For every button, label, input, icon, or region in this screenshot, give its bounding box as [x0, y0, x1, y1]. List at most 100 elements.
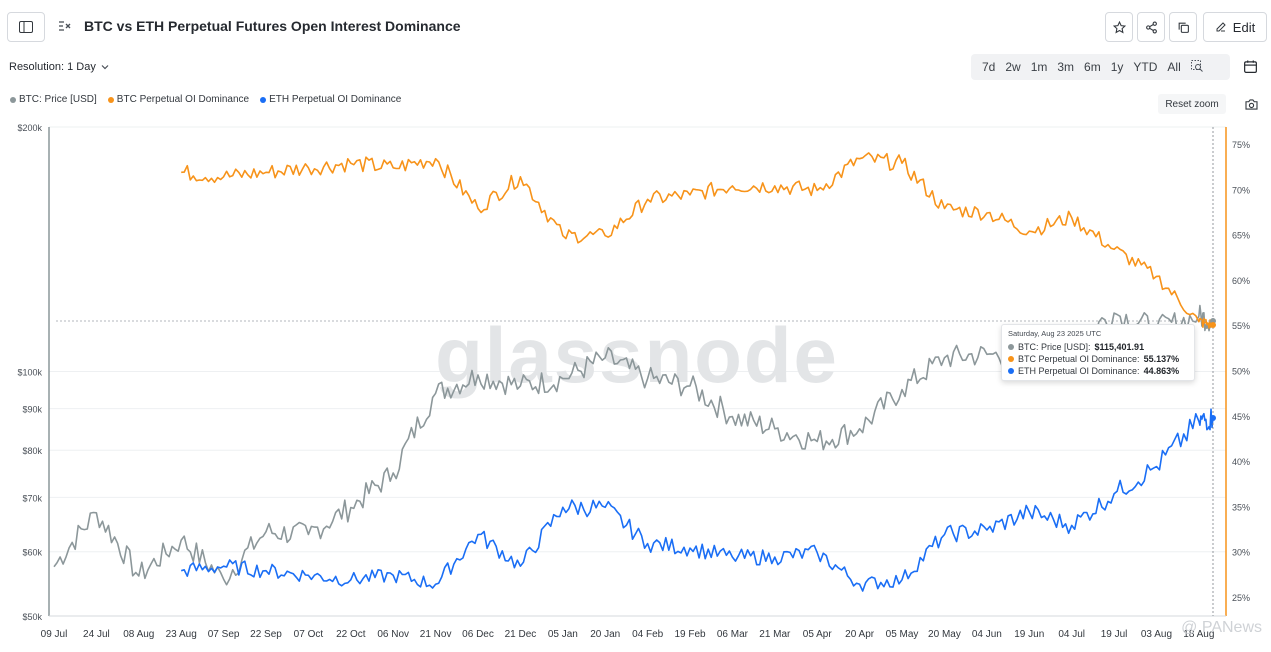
range-6m[interactable]: 6m	[1084, 60, 1101, 74]
x-axis-tick-label: 07 Sep	[208, 629, 240, 640]
legend-label: BTC Perpetual OI Dominance	[116, 94, 250, 105]
left-axis-tick-label: $90k	[22, 405, 42, 415]
right-axis-tick-label: 70%	[1232, 185, 1250, 195]
zoom-select-icon	[1190, 59, 1203, 72]
range-all[interactable]: All	[1167, 60, 1181, 74]
tooltip-value: 44.863%	[1143, 366, 1180, 376]
edit-button[interactable]: Edit	[1203, 12, 1267, 42]
tooltip-row-eth-oi: ETH Perpetual OI Dominance: 44.863%	[1008, 365, 1188, 377]
legend-label: BTC: Price [USD]	[19, 94, 97, 105]
favorite-button[interactable]	[1105, 12, 1133, 42]
share-button[interactable]	[1137, 12, 1165, 42]
right-axis-tick-label: 30%	[1232, 548, 1250, 558]
duplicate-button[interactable]	[1169, 12, 1197, 42]
left-axis-tick-label: $80k	[22, 446, 42, 456]
x-axis-tick-label: 24 Jul	[83, 629, 110, 640]
left-axis-tick-label: $50k	[22, 612, 42, 622]
x-axis-tick-label: 20 May	[928, 629, 961, 640]
x-axis-tick-label: 04 Jun	[972, 629, 1002, 640]
x-axis-tick-label: 18 Aug	[1183, 629, 1214, 640]
tooltip-dot	[1008, 356, 1014, 362]
x-axis-tick-label: 20 Apr	[845, 629, 875, 640]
x-axis-tick-label: 04 Feb	[632, 629, 664, 640]
edit-label: Edit	[1232, 19, 1256, 35]
legend-item-eth-oi[interactable]: ETH Perpetual OI Dominance	[260, 94, 401, 105]
star-icon	[1112, 20, 1126, 33]
x-axis-tick-label: 06 Mar	[717, 629, 749, 640]
screenshot-button[interactable]	[1241, 95, 1261, 113]
resolution-label: Resolution: 1 Day	[9, 61, 96, 73]
x-axis-tick-label: 08 Aug	[123, 629, 154, 640]
tooltip-dot	[1008, 344, 1014, 350]
page-title: BTC vs ETH Perpetual Futures Open Intere…	[84, 18, 461, 34]
range-1m[interactable]: 1m	[1030, 60, 1048, 74]
x-axis-tick-label: 09 Jul	[41, 629, 68, 640]
pencil-icon	[1216, 22, 1226, 32]
legend-label: ETH Perpetual OI Dominance	[269, 94, 402, 105]
x-axis-tick-label: 06 Dec	[462, 629, 494, 640]
legend-item-btc-oi[interactable]: BTC Perpetual OI Dominance	[107, 94, 250, 105]
sidebar-icon	[19, 21, 33, 33]
legend-dot	[10, 96, 16, 103]
tooltip-row-btc-oi: BTC Perpetual OI Dominance: 55.137%	[1008, 353, 1188, 365]
tooltip-row-btc-price: BTC: Price [USD]: $115,401.91	[1008, 341, 1188, 353]
x-axis-tick-label: 21 Mar	[759, 629, 791, 640]
right-axis-tick-label: 55%	[1232, 321, 1250, 331]
x-axis-tick-label: 06 Nov	[377, 629, 409, 640]
tooltip-value: 55.137%	[1143, 354, 1180, 364]
x-axis-tick-label: 22 Oct	[336, 629, 366, 640]
x-axis-tick-label: 05 Apr	[803, 629, 833, 640]
eth-oi-dominance-line	[180, 408, 1214, 592]
legend-item-btc-price[interactable]: BTC: Price [USD]	[10, 94, 97, 105]
x-axis-tick-label: 19 Jun	[1014, 629, 1044, 640]
tooltip-label: BTC Perpetual OI Dominance:	[1018, 354, 1140, 364]
series-end-marker	[1210, 415, 1216, 422]
range-7d[interactable]: 7d	[982, 60, 996, 74]
range-ytd[interactable]: YTD	[1133, 60, 1158, 74]
x-axis-tick-label: 20 Jan	[590, 629, 620, 640]
chart-legend: BTC: Price [USD] BTC Perpetual OI Domina…	[10, 94, 401, 105]
source-badge: @ PANews	[1181, 619, 1262, 636]
tooltip-label: ETH Perpetual OI Dominance:	[1018, 366, 1140, 376]
sidebar-toggle-button[interactable]	[7, 12, 45, 42]
x-axis-tick-label: 21 Nov	[420, 629, 452, 640]
chevron-down-icon	[101, 65, 109, 70]
resolution-select[interactable]: Resolution: 1 Day	[9, 61, 110, 73]
series-end-marker	[1210, 321, 1216, 328]
tooltip-value: $115,401.91	[1094, 342, 1145, 352]
range-3m[interactable]: 3m	[1057, 60, 1075, 74]
date-picker-button[interactable]	[1236, 53, 1264, 79]
left-axis-tick-label: $60k	[22, 548, 42, 558]
x-axis-tick-label: 04 Jul	[1058, 629, 1085, 640]
range-1y[interactable]: 1y	[1110, 60, 1124, 74]
top-bar: BTC vs ETH Perpetual Futures Open Intere…	[0, 0, 1271, 54]
right-axis-tick-label: 40%	[1232, 457, 1250, 467]
tooltip-dot	[1008, 368, 1014, 374]
x-axis-tick-label: 05 May	[886, 629, 919, 640]
reset-zoom-button[interactable]: Reset zoom	[1158, 94, 1226, 114]
x-axis-tick-label: 05 Jan	[548, 629, 578, 640]
legend-dot	[107, 96, 114, 103]
x-axis-tick-label: 19 Feb	[674, 629, 706, 640]
btc-oi-dominance-line	[181, 152, 1214, 329]
zoom-select-button[interactable]	[1186, 59, 1208, 75]
x-axis-tick-label: 03 Aug	[1141, 629, 1172, 640]
metric-settings-icon[interactable]	[58, 19, 72, 33]
tooltip-date: Saturday, Aug 23 2025 UTC	[1008, 329, 1102, 338]
copy-icon	[1178, 22, 1189, 33]
x-axis-tick-label: 23 Aug	[166, 629, 197, 640]
right-axis-tick-label: 25%	[1232, 593, 1250, 603]
right-axis-tick-label: 35%	[1232, 502, 1250, 512]
x-axis-tick-label: 19 Jul	[1101, 629, 1128, 640]
share-icon	[1145, 21, 1157, 33]
camera-icon	[1244, 98, 1258, 110]
right-axis-tick-label: 60%	[1232, 276, 1250, 286]
legend-dot	[260, 96, 267, 103]
left-axis-tick-label: $100k	[17, 368, 42, 378]
time-range-selector: 7d 2w 1m 3m 6m 1y YTD All	[971, 54, 1230, 80]
x-axis-tick-label: 22 Sep	[250, 629, 282, 640]
range-2w[interactable]: 2w	[1005, 60, 1021, 74]
left-axis-tick-label: $200k	[17, 123, 42, 133]
calendar-icon	[1243, 59, 1257, 73]
